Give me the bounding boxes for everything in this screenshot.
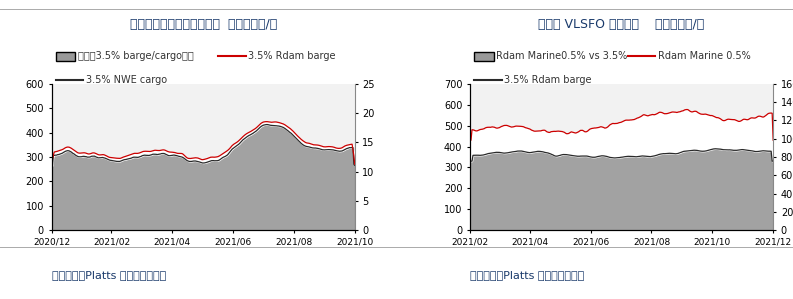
Text: 西北欧高硫燃料油现货价差  单位：美元/吨: 西北欧高硫燃料油现货价差 单位：美元/吨: [129, 18, 277, 31]
Text: 3.5% NWE cargo: 3.5% NWE cargo: [86, 75, 167, 85]
Text: 3.5% Rdam barge: 3.5% Rdam barge: [504, 75, 592, 85]
Text: 西北欧3.5% barge/cargo价差: 西北欧3.5% barge/cargo价差: [78, 51, 193, 61]
Text: Rdam Marine0.5% vs 3.5%: Rdam Marine0.5% vs 3.5%: [496, 51, 627, 61]
Text: Rdam Marine 0.5%: Rdam Marine 0.5%: [657, 51, 750, 61]
Text: 西北欧 VLSFO 现货价格    单位：美元/吨: 西北欧 VLSFO 现货价格 单位：美元/吨: [538, 18, 705, 31]
Text: 3.5% Rdam barge: 3.5% Rdam barge: [248, 51, 336, 61]
Text: 数据来源：Platts 华泰期货研究院: 数据来源：Platts 华泰期货研究院: [52, 270, 166, 280]
Text: 数据来源：Platts 华泰期货研究院: 数据来源：Platts 华泰期货研究院: [470, 270, 584, 280]
